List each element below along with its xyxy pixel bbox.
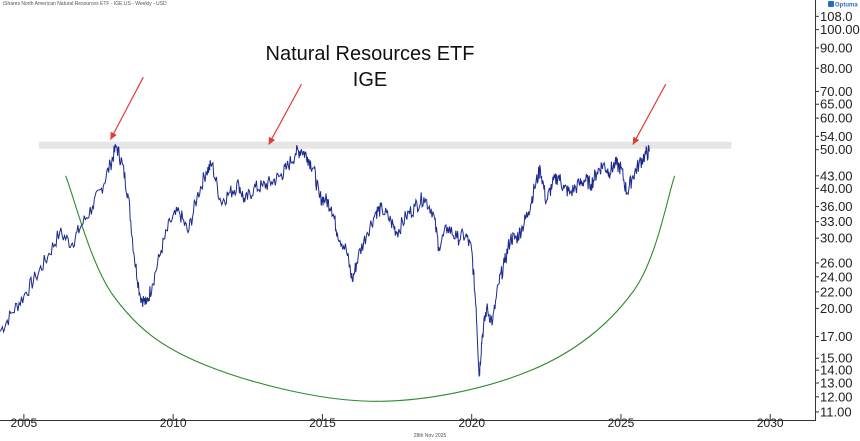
arrow-line-2	[268, 83, 303, 145]
y-tick-label: 24.00	[820, 269, 853, 284]
x-tick-label: 2020	[458, 416, 485, 430]
date-caption: 28th Nov 2025	[414, 433, 447, 439]
brand-logo-mark	[828, 1, 834, 7]
chart-subtitle: IGE	[353, 69, 387, 91]
x-axis: 2005 2010 2015 2020 2025 2030	[0, 414, 815, 430]
brand-logo: Optuma	[828, 1, 858, 9]
y-tick-label: 15.00	[820, 351, 853, 366]
arrow-line-1	[109, 76, 144, 140]
y-tick-label: 12.00	[820, 389, 853, 404]
y-tick-label: 33.00	[820, 214, 853, 229]
y-tick-label: 20.00	[820, 301, 853, 316]
y-tick-label: 65.00	[820, 97, 853, 112]
y-tick-label: 40.00	[820, 181, 853, 196]
x-tick-label: 2025	[608, 416, 635, 430]
y-tick-label: 80.00	[820, 61, 853, 76]
plot-area	[0, 76, 732, 402]
series-caption: iShares North American Natural Resources…	[3, 1, 167, 7]
price-line	[0, 143, 650, 377]
arrow-head-1	[110, 131, 117, 140]
y-tick-label: 30.00	[820, 231, 853, 246]
arrow-annotations	[109, 76, 667, 145]
y-tick-label: 90.00	[820, 40, 853, 55]
arrow-head-3	[632, 136, 640, 145]
y-tick-label: 70.00	[820, 84, 853, 99]
arrow-line-3	[632, 83, 667, 145]
x-tick-label: 2010	[160, 416, 187, 430]
y-tick-label: 36.00	[820, 199, 853, 214]
y-tick-label: 26.00	[820, 255, 853, 270]
x-tick-label: 2030	[757, 416, 784, 430]
y-tick-label: 60.00	[820, 111, 853, 126]
y-tick-label: 108.0	[820, 9, 853, 24]
resistance-band	[38, 141, 732, 149]
y-tick-label: 50.00	[820, 142, 853, 157]
y-tick-label: 22.00	[820, 284, 853, 299]
brand-logo-text: Optuma	[835, 3, 858, 9]
y-tick-label: 14.00	[820, 363, 853, 378]
y-tick-label: 17.00	[820, 329, 853, 344]
y-tick-label: 13.00	[820, 376, 853, 391]
bowl-curve	[65, 175, 676, 402]
x-tick-label: 2005	[11, 416, 38, 430]
y-tick-label: 11.00	[820, 404, 852, 419]
chart-title: Natural Resources ETF	[266, 43, 475, 65]
y-tick-label: 43.00	[820, 168, 853, 183]
arrow-head-2	[268, 136, 276, 145]
x-tick-label: 2015	[309, 416, 336, 430]
y-tick-label: 100.00	[820, 22, 860, 37]
y-tick-label: 54.00	[820, 129, 853, 144]
